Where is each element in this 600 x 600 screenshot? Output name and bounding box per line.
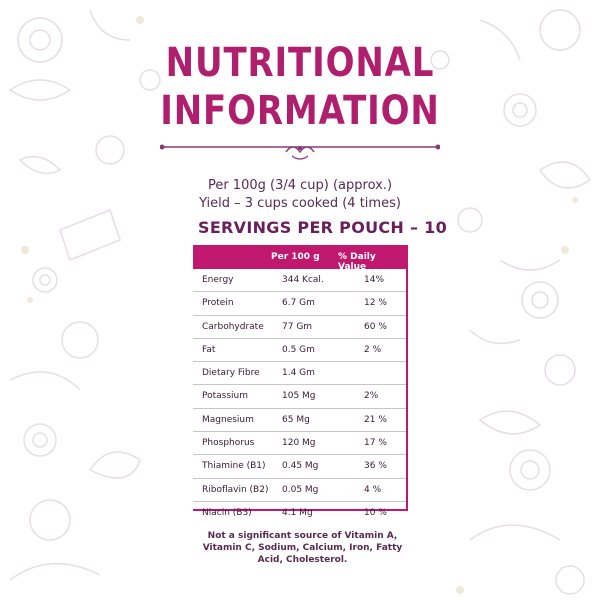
row-daily-value: 2%	[364, 391, 379, 402]
row-nutrient: Potassium	[202, 391, 249, 402]
title-line-2: INFORMATION	[160, 88, 440, 134]
yield-text: Yield – 3 cups cooked (4 times)	[199, 196, 401, 211]
row-amount: 77 Gm	[282, 321, 313, 332]
row-amount: 0.05 Mg	[282, 484, 319, 495]
row-nutrient: Protein	[202, 298, 234, 309]
footnote: Not a significant source of Vitamin A, V…	[202, 531, 403, 565]
row-daily-value: 14%	[364, 275, 385, 285]
table-row: Potassium 105 Mg 2%	[193, 385, 406, 409]
row-daily-value: 2 %	[364, 344, 382, 355]
row-nutrient: Carbohydrate	[202, 321, 264, 332]
nutrition-table: Per 100 g % Daily Value Energy 344 Kcal.…	[193, 245, 408, 518]
row-nutrient: Dietary Fibre	[202, 368, 260, 379]
table-row: Protein 6.7 Gm 12 %	[193, 292, 406, 316]
row-nutrient: Phosphorus	[202, 438, 255, 449]
row-amount: 0.5 Gm	[282, 344, 315, 355]
row-amount: 120 Mg	[282, 438, 316, 449]
row-nutrient: Thiamine (B1)	[202, 461, 266, 472]
row-daily-value: 17 %	[364, 438, 387, 449]
servings-heading: SERVINGS PER POUCH – 10	[198, 218, 448, 237]
per-serving-text: Per 100g (3/4 cup) (approx.)	[207, 178, 393, 193]
row-daily-value: 60 %	[364, 321, 387, 332]
row-daily-value: 4 %	[364, 484, 382, 495]
row-daily-value: 12 %	[364, 298, 387, 309]
table-row: Riboflavin (B2) 0.05 Mg 4 %	[193, 479, 406, 502]
row-daily-value: 10 %	[364, 507, 387, 518]
row-amount: 105 Mg	[282, 391, 316, 402]
row-daily-value: 36 %	[364, 461, 387, 472]
row-daily-value: 21 %	[364, 414, 387, 425]
table-row: Dietary Fibre 1.4 Gm	[193, 362, 406, 386]
header-daily-value: % Daily Value	[338, 252, 376, 272]
table-header: Per 100 g % Daily Value	[193, 245, 406, 272]
row-amount: 1.4 Gm	[282, 368, 315, 379]
title-line-1: NUTRITIONAL	[165, 40, 435, 86]
row-nutrient: Fat	[202, 344, 216, 355]
table-row: Niacin (B3) 4.1 Mg 10 %	[193, 502, 406, 524]
row-nutrient: Energy	[202, 275, 234, 285]
row-nutrient: Riboflavin (B2)	[202, 484, 269, 495]
table-row: Phosphorus 120 Mg 17 %	[193, 432, 406, 456]
row-amount: 6.7 Gm	[282, 298, 315, 309]
row-amount: 65 Mg	[282, 414, 310, 425]
table-row: Thiamine (B1) 0.45 Mg 36 %	[193, 455, 406, 479]
table-row: Fat 0.5 Gm 2 %	[193, 339, 406, 363]
row-amount: 0.45 Mg	[282, 461, 319, 472]
ornament-divider	[160, 144, 440, 160]
row-amount: 344 Kcal.	[282, 275, 324, 285]
table-row: Magnesium 65 Mg 21 %	[193, 409, 406, 433]
row-nutrient: Niacin (B3)	[202, 507, 252, 518]
table-row: Energy 344 Kcal. 14%	[193, 269, 406, 293]
header-per-100g: Per 100 g	[271, 252, 320, 262]
row-nutrient: Magnesium	[202, 414, 254, 425]
table-row: Carbohydrate 77 Gm 60 %	[193, 316, 406, 339]
row-amount: 4.1 Mg	[282, 507, 313, 518]
